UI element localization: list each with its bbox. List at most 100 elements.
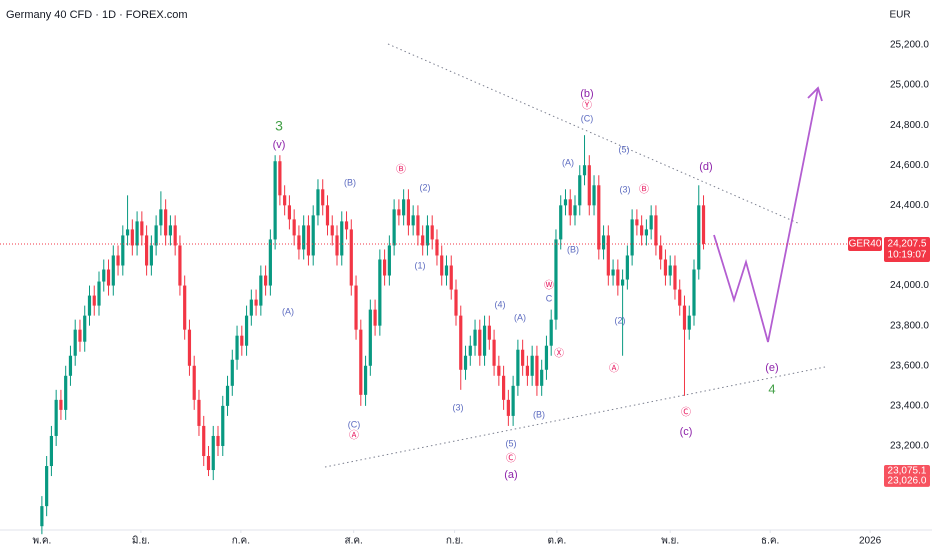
wave-label: (A): [282, 306, 294, 316]
candle-body: [306, 225, 311, 256]
x-tick-label: ธ.ค.: [761, 536, 779, 547]
candle-body: [40, 506, 44, 527]
candle-body: [440, 255, 444, 276]
y-tick-label: 24,600.0: [890, 160, 929, 171]
candle-body: [354, 285, 358, 330]
candle-body: [92, 295, 96, 306]
upper-trendline: [387, 43, 801, 225]
candle-body: [330, 225, 334, 236]
x-tick-label: 2026: [859, 536, 882, 547]
candle-body: [468, 345, 472, 356]
candle-body: [168, 225, 173, 236]
candle-body: [154, 225, 158, 246]
candle-body: [149, 245, 153, 266]
candle-body: [601, 235, 606, 250]
x-tick-label: ก.ย.: [446, 536, 463, 547]
candle-body: [373, 309, 377, 326]
wave-label: (B): [344, 177, 356, 187]
candle-body: [644, 229, 649, 236]
candle-body: [516, 349, 520, 386]
candle-body: [606, 235, 610, 276]
candle-body: [397, 209, 401, 216]
candle-body: [211, 435, 215, 471]
wave-label: Ⓐ: [609, 363, 619, 375]
candle-body: [568, 199, 572, 216]
price-mark-label: 23,026.0: [888, 476, 927, 487]
countdown: 10:19:07: [888, 250, 927, 261]
currency: EUR: [889, 10, 910, 21]
candle-body: [535, 355, 539, 386]
x-tick-label: ส.ค.: [344, 536, 362, 547]
wave-label: C: [546, 293, 553, 303]
candle-body: [325, 205, 330, 226]
candle-body: [387, 245, 391, 276]
candle-body: [121, 235, 125, 266]
candle-body: [140, 221, 144, 236]
candle-body: [459, 315, 463, 370]
candle-body: [549, 319, 553, 346]
candle-body: [321, 189, 325, 206]
candle-body: [359, 329, 363, 395]
wave-label: (3): [453, 402, 464, 412]
candle-body: [49, 435, 54, 467]
candle-body: [692, 269, 696, 316]
candle-body: [411, 215, 415, 226]
candle-body: [259, 275, 263, 306]
candle-body: [530, 355, 534, 376]
wave-label: Ⓒ: [681, 407, 691, 419]
candle-body: [335, 235, 339, 256]
candle-body: [244, 315, 249, 346]
candle-body: [559, 205, 563, 240]
candle-body: [235, 335, 239, 360]
candle-body: [264, 275, 268, 286]
wave-label: (B): [533, 409, 545, 419]
y-tick-label: 25,000.0: [890, 80, 929, 91]
price-label: 24,207.5: [888, 239, 927, 250]
candle-body: [678, 289, 682, 306]
x-tick-label: พ.ย.: [661, 536, 679, 547]
wave-label: (a): [504, 469, 517, 481]
candle-body: [130, 229, 134, 246]
wave-label: (3): [620, 184, 631, 194]
wave-label: (2): [420, 182, 431, 192]
wave-label: Ⓧ: [554, 348, 564, 360]
candle-body: [240, 335, 244, 346]
y-tick-label: 23,800.0: [890, 320, 929, 331]
candle-body: [283, 195, 287, 206]
candle-body: [173, 225, 177, 246]
x-tick-label: พ.ค.: [32, 536, 51, 547]
wave-label: Ⓑ: [639, 184, 649, 196]
candle-body: [611, 269, 615, 276]
wave-label: (C): [348, 419, 361, 429]
price-label-bg: [884, 236, 930, 262]
candle-body: [416, 215, 420, 236]
candle-body: [682, 305, 687, 330]
wave-label: (c): [680, 426, 693, 438]
candle-body: [578, 175, 582, 206]
candle-body: [521, 349, 525, 366]
candle-body: [216, 435, 220, 446]
candle-body: [444, 265, 449, 276]
candle-body: [392, 209, 396, 246]
candle-body: [616, 269, 620, 286]
wave-label: Ⓐ: [349, 430, 359, 442]
chart-title: Germany 40 CFD · 1D · FOREX.com: [6, 9, 188, 21]
y-tick-label: 25,200.0: [890, 40, 929, 51]
candle-body: [663, 259, 668, 276]
x-tick-label: ก.ค.: [232, 536, 250, 547]
candle-body: [497, 365, 501, 376]
wave-label: (e): [765, 362, 778, 374]
candle-body: [649, 215, 653, 230]
wave-label: Ⓑ: [396, 164, 406, 176]
candle-body: [316, 189, 320, 216]
candle-body: [340, 221, 344, 256]
candle-body: [268, 239, 272, 286]
projection-path: [713, 87, 819, 343]
candle-body: [554, 239, 558, 320]
candle-body: [630, 219, 634, 256]
candle-body: [406, 199, 411, 226]
x-tick-label: มิ.ย.: [132, 536, 150, 547]
candle-body: [206, 456, 211, 471]
candle-body: [230, 359, 234, 386]
candle-body: [183, 285, 187, 330]
